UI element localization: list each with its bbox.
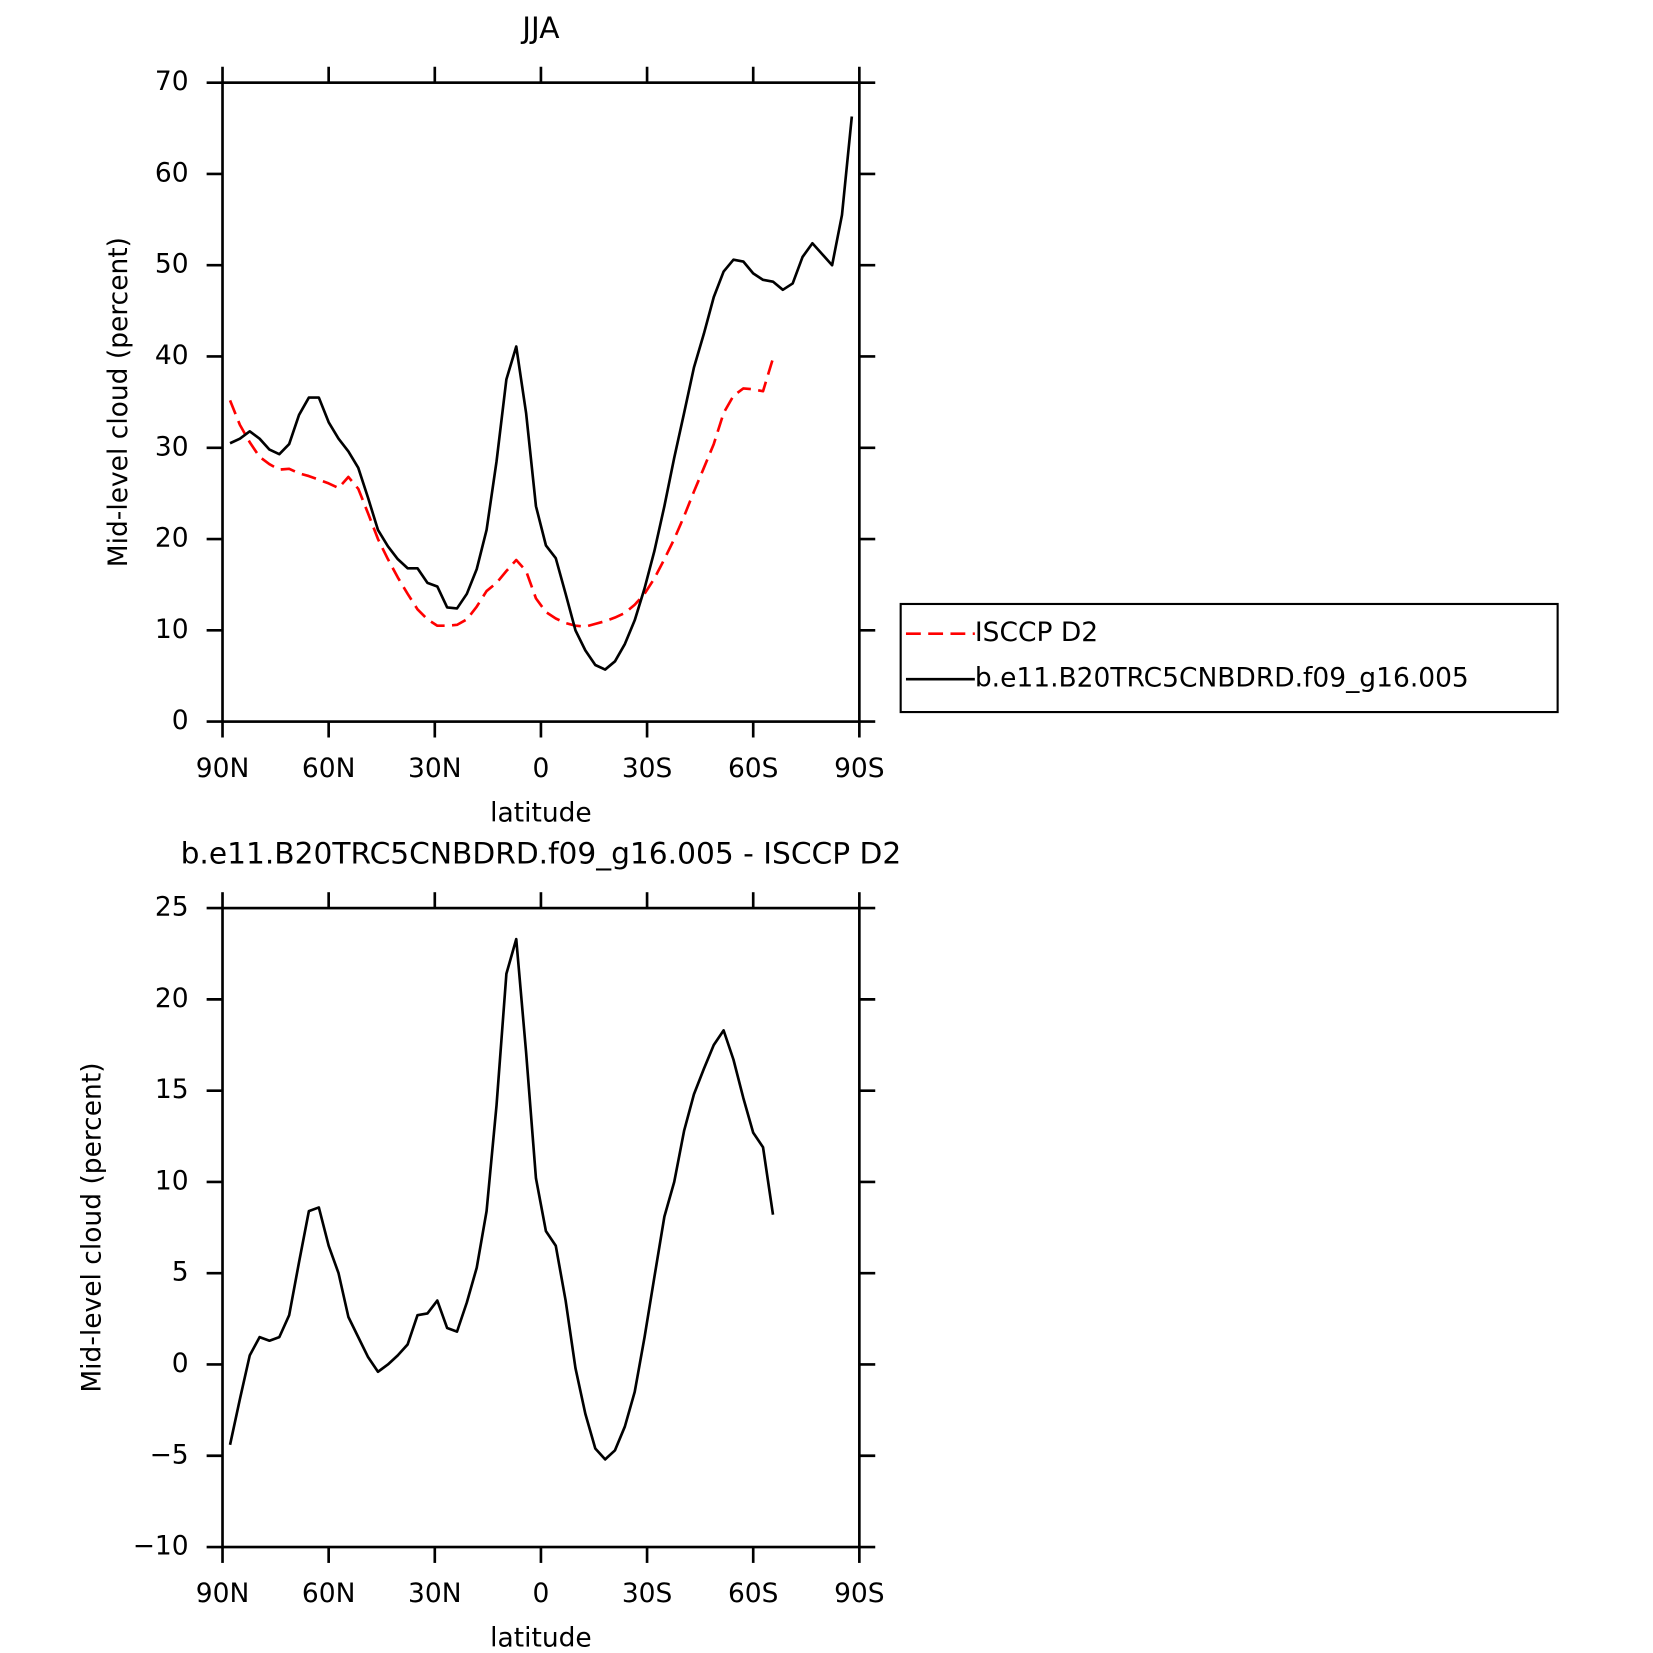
x-axis-label: latitude bbox=[490, 797, 592, 828]
chart-title: JJA bbox=[520, 10, 560, 45]
legend-label: ISCCP D2 bbox=[975, 617, 1098, 648]
x-tick-label: 60S bbox=[728, 1578, 779, 1609]
data-line bbox=[228, 357, 775, 628]
x-tick-label: 0 bbox=[533, 1578, 550, 1609]
y-tick-label: 0 bbox=[172, 1348, 189, 1379]
chart-title: b.e11.B20TRC5CNBDRD.f09_g16.005 - ISCCP … bbox=[181, 836, 902, 871]
y-tick-label: 50 bbox=[155, 249, 189, 280]
x-tick-label: 60S bbox=[728, 753, 779, 784]
legend-box bbox=[899, 602, 1559, 714]
x-tick-label: 60N bbox=[302, 753, 356, 784]
plot-frame bbox=[221, 906, 861, 1549]
x-tick-label: 60N bbox=[302, 1578, 356, 1609]
x-tick-label: 90S bbox=[834, 1578, 885, 1609]
plot-frame bbox=[221, 81, 861, 723]
y-tick-label: −10 bbox=[133, 1531, 189, 1562]
y-tick-label: 20 bbox=[155, 523, 189, 554]
y-tick-label: 30 bbox=[155, 431, 189, 462]
x-tick-label: 30N bbox=[408, 753, 462, 784]
y-axis-label: Mid-level cloud (percent) bbox=[103, 237, 134, 567]
x-tick-label: 90N bbox=[196, 1578, 250, 1609]
data-line bbox=[229, 116, 854, 671]
y-tick-label: 5 bbox=[172, 1257, 189, 1288]
y-tick-label: −5 bbox=[150, 1439, 189, 1470]
legend-label: b.e11.B20TRC5CNBDRD.f09_g16.005 bbox=[975, 663, 1469, 694]
y-tick-label: 10 bbox=[155, 1165, 189, 1196]
data-line bbox=[228, 937, 775, 1461]
x-axis-label: latitude bbox=[490, 1623, 592, 1653]
x-tick-label: 30N bbox=[408, 1578, 462, 1609]
y-tick-label: 60 bbox=[155, 157, 189, 188]
y-axis-label: Mid-level cloud (percent) bbox=[77, 1062, 108, 1392]
y-tick-label: 25 bbox=[155, 892, 189, 923]
y-tick-label: 15 bbox=[155, 1074, 189, 1105]
y-tick-label: 40 bbox=[155, 340, 189, 371]
y-tick-label: 10 bbox=[155, 614, 189, 645]
y-tick-label: 0 bbox=[172, 705, 189, 736]
x-tick-label: 30S bbox=[622, 1578, 673, 1609]
x-tick-label: 0 bbox=[533, 753, 550, 784]
y-tick-label: 70 bbox=[155, 66, 189, 97]
x-tick-label: 90S bbox=[834, 753, 885, 784]
y-tick-label: 20 bbox=[155, 983, 189, 1014]
x-tick-label: 30S bbox=[622, 753, 673, 784]
x-tick-label: 90N bbox=[196, 753, 250, 784]
